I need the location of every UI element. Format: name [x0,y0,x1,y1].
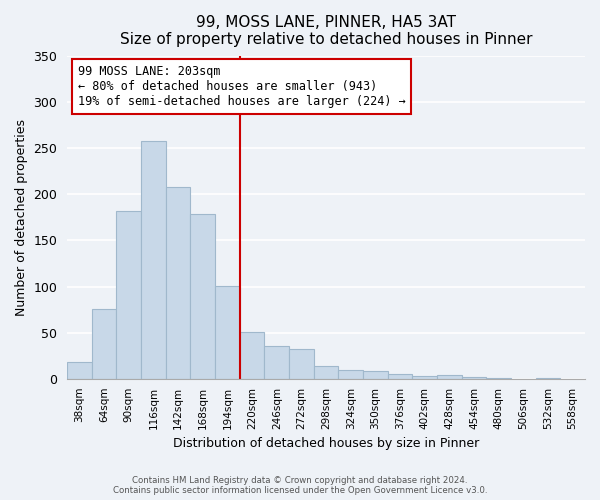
Bar [412,376,437,379]
Bar [536,378,560,379]
Y-axis label: Number of detached properties: Number of detached properties [15,118,28,316]
Bar [338,370,363,379]
Bar [437,375,462,379]
Bar [487,378,511,379]
Bar [289,350,314,379]
Bar [166,186,190,379]
Bar [265,346,289,379]
Bar [462,377,487,379]
Bar [388,374,412,379]
Bar [314,366,338,379]
Bar [240,332,265,379]
Bar [116,210,141,379]
Title: 99, MOSS LANE, PINNER, HA5 3AT
Size of property relative to detached houses in P: 99, MOSS LANE, PINNER, HA5 3AT Size of p… [120,15,532,48]
Bar [215,286,240,379]
Bar [67,362,92,379]
Bar [190,214,215,379]
Bar [92,308,116,379]
Text: 99 MOSS LANE: 203sqm
← 80% of detached houses are smaller (943)
19% of semi-deta: 99 MOSS LANE: 203sqm ← 80% of detached h… [77,65,405,108]
Bar [363,370,388,379]
Bar [141,142,166,379]
X-axis label: Distribution of detached houses by size in Pinner: Distribution of detached houses by size … [173,437,479,450]
Text: Contains HM Land Registry data © Crown copyright and database right 2024.
Contai: Contains HM Land Registry data © Crown c… [113,476,487,495]
